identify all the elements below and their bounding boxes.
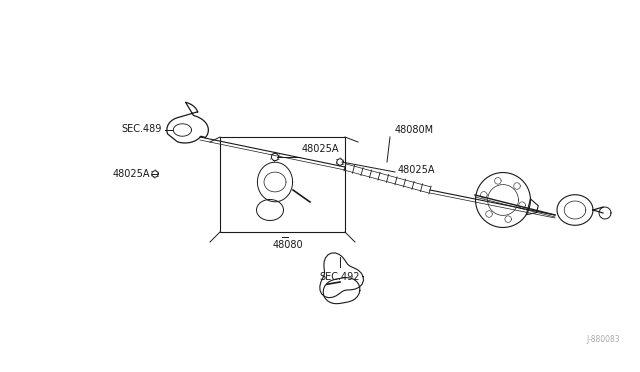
Text: 48025A: 48025A: [113, 169, 150, 179]
Text: SEC.492: SEC.492: [320, 272, 360, 282]
Text: J-880083: J-880083: [586, 335, 620, 344]
Text: 48025A: 48025A: [398, 165, 435, 175]
Text: SEC.489: SEC.489: [122, 124, 162, 134]
Text: 48080: 48080: [273, 240, 303, 250]
Text: 48025A: 48025A: [302, 144, 339, 154]
Bar: [220, 137, 345, 232]
Text: 48080M: 48080M: [395, 125, 434, 135]
